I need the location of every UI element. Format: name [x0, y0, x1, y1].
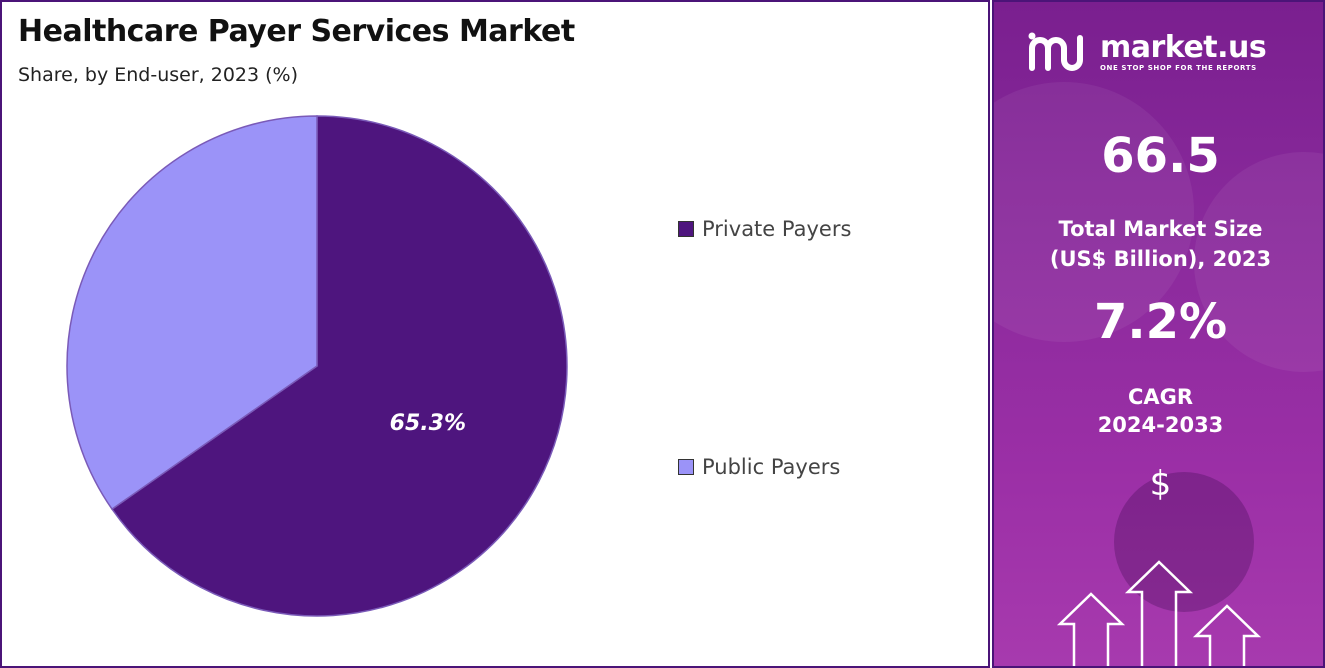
brand-name: market.us — [1100, 30, 1267, 65]
chart-title: Healthcare Payer Services Market — [18, 14, 575, 49]
cagr-value: 7.2% — [1093, 294, 1228, 350]
pie-data-label-private-payers: 65.3% — [390, 411, 466, 436]
cagr-label-line1: CAGR — [1127, 385, 1194, 409]
legend-swatch-public-payers — [678, 459, 694, 475]
market-size-value: 66.5 — [1101, 128, 1220, 184]
legend-label-public-payers: Public Payers — [702, 455, 841, 479]
legend-item-public-payers[interactable]: Public Payers — [678, 452, 851, 482]
info-panel: market.us ONE STOP SHOP FOR THE REPORTS … — [992, 0, 1325, 668]
cagr-label-line2: 2024-2033 — [1097, 413, 1224, 437]
market-size-label-line2: (US$ Billion), 2023 — [1049, 247, 1272, 271]
legend-item-private-payers[interactable]: Private Payers — [678, 214, 851, 244]
growth-arrows-icon — [1056, 560, 1262, 666]
decorative-circle — [1114, 472, 1254, 612]
market-size-label-line1: Total Market Size — [1058, 217, 1263, 241]
market-us-logo-icon — [1028, 32, 1083, 71]
chart-legend: Private Payers Public Payers — [678, 214, 851, 482]
pie-slice-public-payers[interactable] — [66, 115, 318, 511]
legend-swatch-private-payers — [678, 221, 694, 237]
decorative-circle — [994, 82, 1194, 342]
brand-tagline: ONE STOP SHOP FOR THE REPORTS — [1100, 64, 1257, 72]
chart-panel: Healthcare Payer Services Market Share, … — [0, 0, 990, 668]
pie-chart: 65.3% — [66, 115, 568, 617]
brand-logo[interactable]: market.us ONE STOP SHOP FOR THE REPORTS — [1028, 30, 1267, 74]
legend-label-private-payers: Private Payers — [702, 217, 852, 241]
chart-subtitle: Share, by End-user, 2023 (%) — [18, 64, 299, 86]
brand-text: market.us ONE STOP SHOP FOR THE REPORTS — [1100, 30, 1267, 73]
pie-slice-private-payers[interactable] — [110, 115, 568, 617]
dollar-icon: $ — [1149, 464, 1172, 504]
